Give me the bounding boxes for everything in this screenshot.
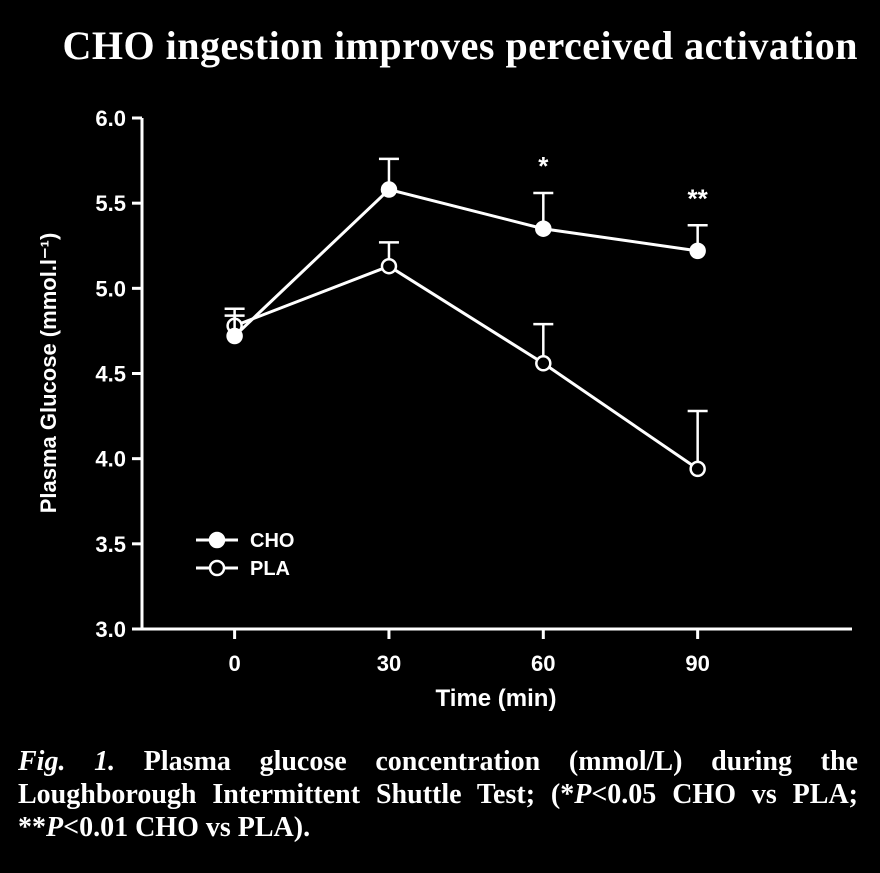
caption-label: Fig. 1. bbox=[18, 746, 116, 777]
chart: 3.03.54.04.55.05.56.00 30 60 90 *** CHOPLA … bbox=[36, 106, 852, 712]
cho-point bbox=[380, 181, 398, 198]
caption-text-1: Plasma glucose concentration (mmol/L) du… bbox=[18, 746, 858, 810]
y-tick-label: 4.0 bbox=[95, 447, 126, 472]
legend-marker-cho bbox=[208, 531, 226, 549]
cho-series-line bbox=[233, 187, 698, 338]
caption-text-3: <0.01 CHO vs PLA). bbox=[63, 811, 311, 843]
x-tick-label: 30 bbox=[377, 651, 401, 676]
legend: CHO PLA bbox=[196, 530, 294, 580]
series-layer: *** bbox=[224, 151, 709, 478]
pla-series-line bbox=[234, 264, 699, 471]
legend-label-cho: CHO bbox=[250, 530, 294, 552]
caption-text-2: <0.05 CHO vs PLA; ** bbox=[18, 778, 858, 843]
cho-point bbox=[689, 242, 706, 260]
cho-point bbox=[226, 327, 243, 345]
legend-marker-pla bbox=[208, 559, 226, 577]
x-tick-label: 90 bbox=[685, 651, 709, 676]
x-axis-label: Time (min) bbox=[436, 685, 557, 712]
y-tick-label: 3.5 bbox=[95, 532, 126, 557]
legend-label-pla: PLA bbox=[250, 558, 290, 580]
y-tick-label: 6.0 bbox=[95, 106, 126, 131]
y-tick-label: 3.0 bbox=[95, 617, 126, 642]
pla-point bbox=[535, 355, 552, 372]
pla-point bbox=[689, 460, 706, 478]
x-tick-label: 60 bbox=[531, 651, 555, 676]
y-tick-label: 4.5 bbox=[95, 362, 126, 387]
y-tick-label: 5.0 bbox=[95, 276, 126, 301]
significance-marker: * bbox=[538, 151, 549, 181]
significance-marker: ** bbox=[688, 183, 709, 213]
figure-caption: Fig. 1. Plasma glucose concentration (mm… bbox=[18, 746, 858, 844]
caption-p-1: P bbox=[574, 778, 592, 810]
axes: 3.0 3.5 4.0 4.5 5.0 5.5 6.0 0 30 60 90 bbox=[95, 106, 852, 676]
y-axis-label: Plasma Glucose (mmol.l⁻¹) bbox=[36, 233, 61, 514]
chart-title: CHO ingestion improves perceived activat… bbox=[62, 23, 858, 68]
caption-p-2: P bbox=[46, 811, 64, 843]
pla-point bbox=[380, 257, 398, 275]
y-tick-label: 5.5 bbox=[95, 191, 126, 216]
x-tick-label: 0 bbox=[228, 651, 240, 676]
cho-point bbox=[535, 220, 552, 237]
